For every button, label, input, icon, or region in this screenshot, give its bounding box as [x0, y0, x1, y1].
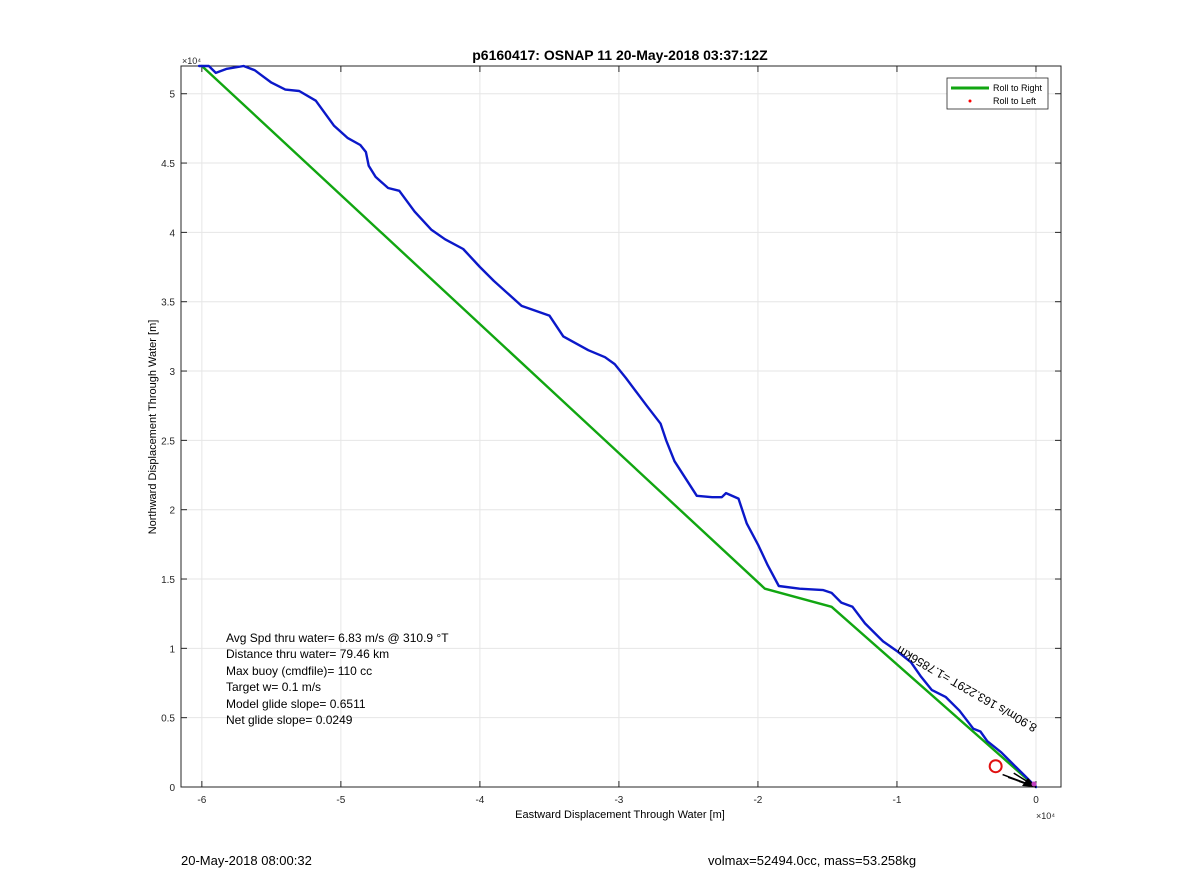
axis-ticks: -6 -5 -4 -3 -2 -1 0 0 0.5 1 1.5 2 2.5 3 3.5 4 4.5 5 — [161, 66, 1061, 806]
x-tick-label: -5 — [336, 795, 345, 806]
stat-avg-speed: Avg Spd thru water= 6.83 m/s @ 310.9 °T — [226, 631, 449, 645]
y-tick-label: 4 — [169, 228, 175, 239]
footer-volmax-mass: volmax=52494.0cc, mass=53.258kg — [708, 853, 917, 868]
origin-marker — [1031, 781, 1037, 787]
y-tick-label: 1 — [169, 644, 175, 655]
series-layer — [197, 64, 1038, 789]
grid — [181, 66, 1061, 788]
series-line-roll-to-right — [200, 64, 1038, 789]
stat-model-glide-slope: Model glide slope= 0.6511 — [226, 697, 366, 711]
y-tick-label: 4.5 — [161, 159, 175, 170]
x-tick-label: 0 — [1033, 795, 1039, 806]
x-tick-label: -1 — [893, 795, 902, 806]
annotations: 8.90m/s 163.229T =1.7856km — [894, 643, 1039, 788]
x-tick-label: -2 — [753, 795, 762, 806]
x-exponent-label: ×10⁴ — [1036, 811, 1055, 821]
y-axis-label: Northward Displacement Through Water [m] — [147, 320, 159, 535]
y-tick-label: 0 — [169, 783, 175, 794]
chart-title: p6160417: OSNAP 11 20-May-2018 03:37:12Z — [472, 47, 768, 63]
stat-max-buoy: Max buoy (cmdfile)= 110 cc — [226, 664, 372, 678]
stat-net-glide-slope: Net glide slope= 0.0249 — [226, 713, 353, 727]
target-circle-marker — [988, 759, 1003, 774]
legend-label-roll-right: Roll to Right — [993, 83, 1043, 93]
legend-label-roll-left: Roll to Left — [993, 96, 1037, 106]
x-tick-label: -3 — [614, 795, 623, 806]
y-tick-label: 2.5 — [161, 436, 175, 447]
x-tick-label: -4 — [475, 795, 484, 806]
y-tick-label: 3 — [169, 367, 175, 378]
x-axis-label: Eastward Displacement Through Water [m] — [515, 809, 725, 821]
y-tick-label: 3.5 — [161, 298, 175, 309]
stats-block: Avg Spd thru water= 6.83 m/s @ 310.9 °T … — [226, 631, 449, 727]
y-tick-label: 5 — [169, 90, 175, 101]
legend-swatch-roll-left — [968, 99, 972, 103]
footer-timestamp: 20-May-2018 08:00:32 — [181, 853, 312, 868]
stat-target-w: Target w= 0.1 m/s — [226, 680, 321, 694]
y-tick-label: 1.5 — [161, 575, 175, 586]
x-tick-label: -6 — [197, 795, 206, 806]
series-line-glider-track — [197, 64, 1038, 789]
y-tick-label: 0.5 — [161, 714, 175, 725]
y-tick-label: 2 — [169, 506, 175, 517]
legend-box — [946, 77, 1049, 110]
y-exponent-label: ×10⁴ — [182, 56, 201, 66]
stat-distance: Distance thru water= 79.46 km — [226, 647, 389, 661]
plot-area-frame — [180, 65, 1062, 788]
legend: Roll to Right Roll to Left — [946, 77, 1049, 110]
